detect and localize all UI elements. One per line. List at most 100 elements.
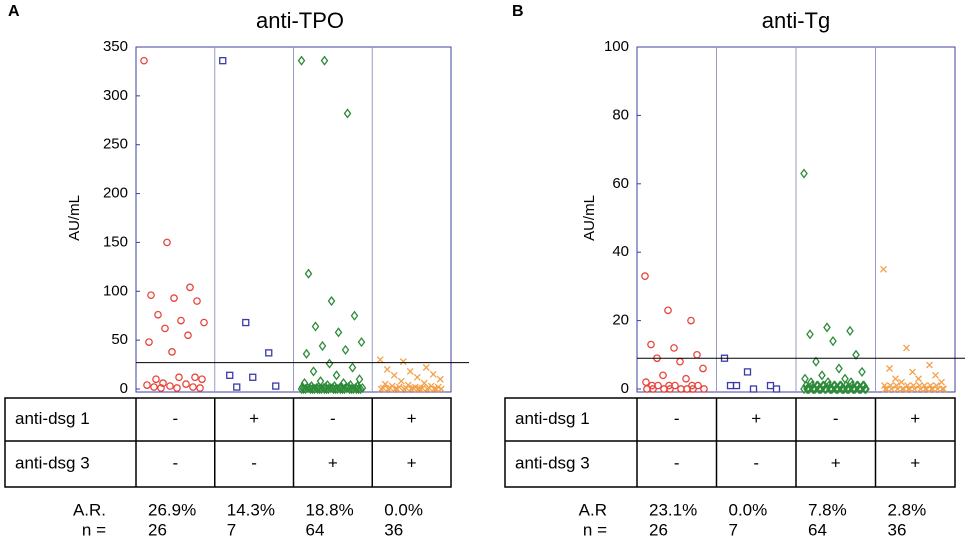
y-tick-label: 250 [103, 136, 128, 153]
stat-value: 64 [306, 520, 325, 539]
data-point [429, 370, 437, 378]
data-point [699, 364, 707, 373]
data-point [846, 325, 854, 336]
data-point [801, 373, 809, 384]
data-point [327, 295, 336, 307]
data-point [822, 383, 830, 395]
data-point [377, 385, 385, 393]
data-point [805, 383, 813, 395]
data-point [393, 385, 401, 393]
data-point [922, 385, 929, 393]
data-point [384, 385, 392, 393]
data-point [397, 377, 405, 385]
y-tick-label: 50 [111, 331, 128, 348]
data-point [823, 322, 831, 333]
data-point [851, 383, 859, 395]
data-point [641, 272, 649, 280]
data-point [940, 385, 947, 393]
data-point [150, 383, 158, 391]
table-cell: - [330, 409, 336, 428]
data-point [862, 383, 870, 395]
data-point [806, 329, 814, 340]
data-point [649, 385, 657, 393]
data-point [928, 385, 935, 393]
data-point [416, 385, 424, 393]
data-point [186, 283, 194, 292]
data-point [173, 384, 181, 392]
y-tick-label: 40 [612, 243, 629, 260]
data-point [376, 356, 384, 364]
table-cell: + [910, 453, 920, 472]
data-point [803, 383, 811, 395]
data-point [886, 365, 893, 372]
stat-value: 26.9% [148, 500, 196, 519]
data-point [898, 378, 905, 386]
data-point [816, 383, 824, 395]
data-point [932, 371, 939, 379]
data-point [325, 358, 334, 369]
chart-title: anti-Tg [762, 8, 830, 33]
y-tick-label: 150 [103, 233, 128, 250]
data-point [642, 378, 650, 387]
y-axis-label: AU/mL [581, 195, 598, 241]
data-point [391, 385, 399, 393]
stat-value: 23.1% [649, 500, 697, 519]
data-point [839, 383, 847, 395]
data-point [302, 348, 311, 359]
data-point [834, 383, 842, 395]
data-point [414, 385, 422, 393]
y-tick-label: 20 [612, 312, 629, 329]
y-tick-label: 0 [120, 380, 128, 397]
data-point [145, 338, 153, 346]
data-point [432, 385, 440, 393]
data-point [168, 348, 176, 356]
data-point [177, 316, 185, 325]
row-label: anti-dsg 1 [15, 409, 90, 428]
data-point [311, 321, 320, 332]
data-point [833, 383, 841, 395]
row-label: anti-dsg 3 [15, 453, 90, 472]
data-point [682, 374, 690, 383]
y-axis-label: AU/mL [66, 195, 83, 241]
data-point [726, 381, 735, 390]
table-cell: - [173, 453, 179, 472]
stat-value: 18.8% [306, 500, 354, 519]
table-cell: - [251, 453, 257, 472]
data-point [413, 373, 421, 381]
data-point [829, 336, 837, 347]
data-point [852, 349, 860, 360]
stat-value: 14.3% [227, 500, 275, 519]
data-point [800, 383, 808, 395]
data-point [191, 373, 199, 382]
data-point [341, 344, 350, 355]
data-point [938, 378, 945, 386]
stat-value: 36 [384, 520, 403, 539]
data-point [332, 370, 341, 381]
data-point [659, 371, 667, 380]
y-tick-label: 60 [612, 175, 629, 192]
data-point [407, 385, 415, 393]
data-point [184, 331, 192, 340]
data-point [322, 383, 331, 395]
data-point [818, 370, 826, 381]
data-point [824, 377, 832, 388]
table-cell: + [751, 409, 761, 428]
data-point [154, 310, 162, 319]
data-point [297, 383, 306, 395]
table-cell: + [328, 453, 338, 472]
table-frame [4, 397, 452, 488]
data-point [175, 373, 183, 382]
data-point [348, 362, 357, 373]
data-point [411, 383, 419, 391]
y-tick-label: 100 [103, 282, 128, 299]
data-point [315, 383, 324, 395]
data-point [182, 380, 190, 388]
data-point [929, 385, 936, 393]
data-point [334, 327, 343, 338]
stat-value: 2.8% [888, 500, 927, 519]
data-point [196, 384, 204, 392]
data-point [888, 385, 895, 393]
data-point [147, 291, 155, 300]
data-point [934, 385, 941, 393]
stat-value: 7 [227, 520, 236, 539]
